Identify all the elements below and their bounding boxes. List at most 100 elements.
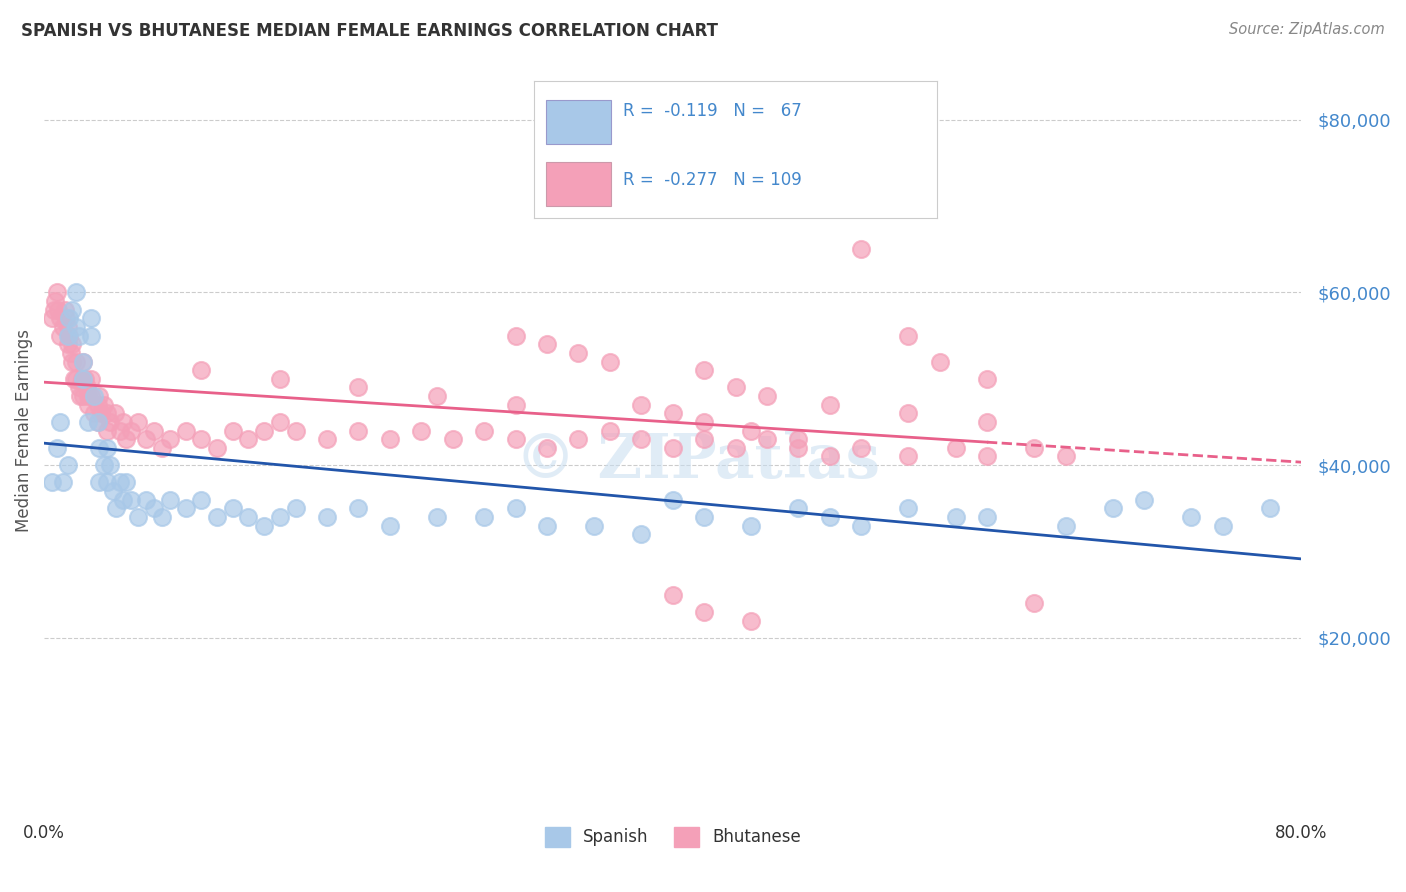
Point xyxy=(818,156,841,170)
Point xyxy=(316,432,339,446)
Point xyxy=(41,311,63,326)
Point xyxy=(1133,492,1156,507)
Point xyxy=(536,337,558,351)
Point xyxy=(127,510,149,524)
Point xyxy=(65,320,87,334)
Point xyxy=(221,501,243,516)
Point xyxy=(740,614,762,628)
Point xyxy=(96,406,118,420)
Legend: Spanish, Bhutanese: Spanish, Bhutanese xyxy=(537,818,808,855)
Point xyxy=(86,398,108,412)
Point xyxy=(80,328,103,343)
Point xyxy=(661,441,683,455)
Point xyxy=(599,354,621,368)
Point xyxy=(818,450,841,464)
Point xyxy=(205,441,228,455)
Point xyxy=(583,518,606,533)
Point xyxy=(1054,450,1077,464)
Point xyxy=(65,372,87,386)
Point xyxy=(90,406,112,420)
Point xyxy=(205,510,228,524)
Point xyxy=(818,398,841,412)
Point xyxy=(114,432,136,446)
Point xyxy=(52,475,75,490)
Point xyxy=(378,432,401,446)
Point xyxy=(87,475,110,490)
Point xyxy=(756,432,779,446)
Point xyxy=(851,441,873,455)
Point xyxy=(159,432,181,446)
Point xyxy=(111,492,134,507)
Point xyxy=(269,510,291,524)
Point xyxy=(41,475,63,490)
Point xyxy=(135,492,157,507)
Text: Source: ZipAtlas.com: Source: ZipAtlas.com xyxy=(1229,22,1385,37)
Point xyxy=(63,372,86,386)
Point xyxy=(756,389,779,403)
Point xyxy=(53,302,76,317)
Point xyxy=(693,363,716,377)
Point xyxy=(93,458,115,472)
Point xyxy=(80,372,103,386)
Point xyxy=(98,458,121,472)
Point xyxy=(1101,501,1123,516)
Point xyxy=(135,432,157,446)
Point xyxy=(111,415,134,429)
Point xyxy=(103,483,125,498)
Point xyxy=(1054,518,1077,533)
Point xyxy=(60,337,83,351)
Point xyxy=(928,354,950,368)
Point xyxy=(98,415,121,429)
Point xyxy=(284,424,307,438)
Point xyxy=(976,372,998,386)
Point xyxy=(67,380,90,394)
Point xyxy=(86,415,108,429)
Point xyxy=(96,475,118,490)
Point xyxy=(630,432,652,446)
Point xyxy=(505,398,527,412)
Point xyxy=(976,450,998,464)
Point xyxy=(105,501,128,516)
Point xyxy=(472,424,495,438)
Point xyxy=(897,406,920,420)
Point xyxy=(42,302,65,317)
Point xyxy=(120,492,142,507)
Point xyxy=(1212,518,1234,533)
Point xyxy=(190,363,212,377)
Point xyxy=(120,424,142,438)
Point xyxy=(426,510,449,524)
Point xyxy=(60,302,83,317)
Point xyxy=(441,432,464,446)
Point xyxy=(253,424,276,438)
Point xyxy=(59,346,82,360)
Point xyxy=(897,501,920,516)
Point xyxy=(536,518,558,533)
Point xyxy=(87,441,110,455)
Point xyxy=(150,510,173,524)
Point xyxy=(52,320,75,334)
Point xyxy=(49,415,72,429)
Point xyxy=(44,294,66,309)
Point xyxy=(787,441,810,455)
Point xyxy=(897,328,920,343)
Point xyxy=(83,389,105,403)
Point xyxy=(945,441,967,455)
Point xyxy=(347,380,370,394)
Point xyxy=(83,406,105,420)
Point xyxy=(378,518,401,533)
Point xyxy=(472,510,495,524)
Point xyxy=(80,311,103,326)
Point xyxy=(56,320,79,334)
Point xyxy=(740,424,762,438)
Point xyxy=(60,354,83,368)
Point xyxy=(945,510,967,524)
Point xyxy=(787,432,810,446)
Point xyxy=(65,285,87,300)
Point xyxy=(567,346,589,360)
Point xyxy=(269,415,291,429)
Point xyxy=(661,588,683,602)
Point xyxy=(976,510,998,524)
Text: SPANISH VS BHUTANESE MEDIAN FEMALE EARNINGS CORRELATION CHART: SPANISH VS BHUTANESE MEDIAN FEMALE EARNI… xyxy=(21,22,718,40)
Point xyxy=(143,424,166,438)
Point xyxy=(505,501,527,516)
